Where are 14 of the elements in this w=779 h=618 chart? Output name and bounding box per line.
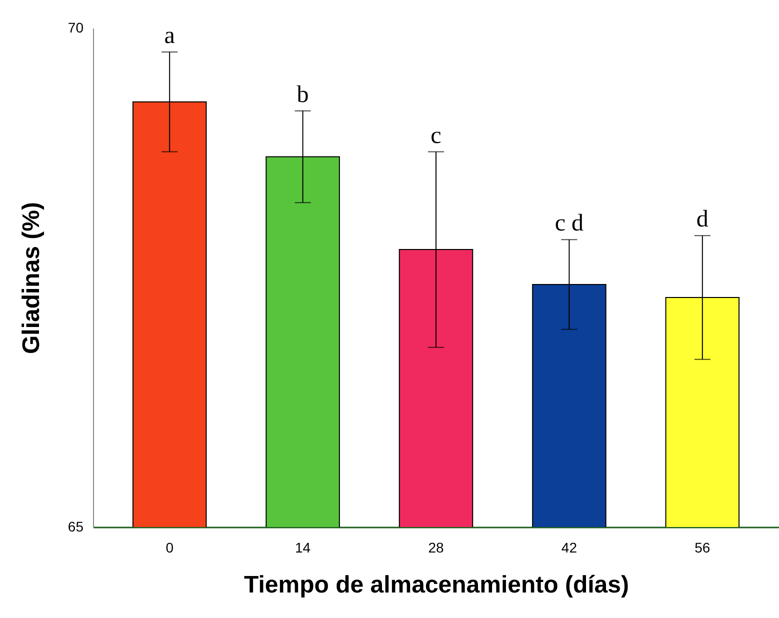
x-axis-title: Tiempo de almacenamiento (días) bbox=[244, 572, 629, 598]
x-tick-label: 14 bbox=[295, 540, 311, 556]
y-tick-label: 65 bbox=[68, 518, 84, 534]
annotation: d bbox=[696, 206, 708, 233]
annotation: b bbox=[296, 82, 309, 108]
y-tick-label: 70 bbox=[68, 20, 84, 36]
annotation: a bbox=[164, 22, 176, 49]
annotation: c bbox=[430, 122, 442, 149]
x-tick-label: 28 bbox=[428, 540, 444, 556]
annotation: c d bbox=[554, 210, 584, 237]
y-axis-title: Gliadinas (%) bbox=[18, 202, 45, 354]
x-tick-label: 56 bbox=[694, 540, 710, 556]
x-tick-label: 42 bbox=[561, 540, 578, 556]
x-tick-label: 0 bbox=[166, 540, 174, 556]
